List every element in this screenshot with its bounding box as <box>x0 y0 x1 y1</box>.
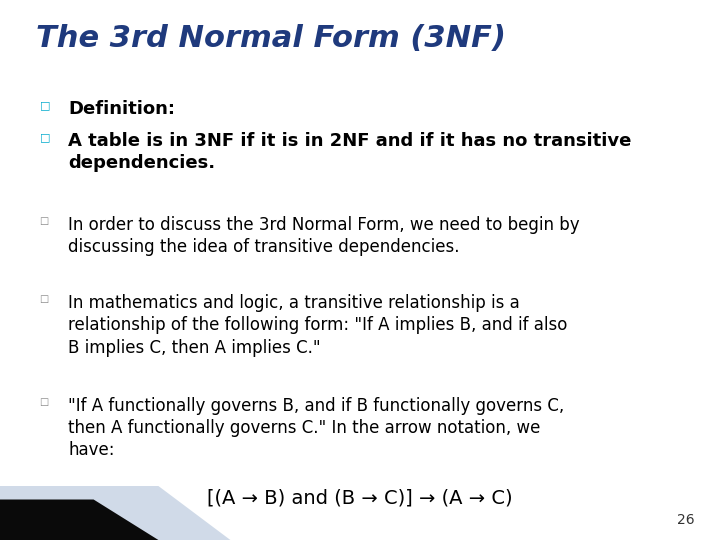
Text: □: □ <box>40 132 50 143</box>
Polygon shape <box>0 500 158 540</box>
Text: □: □ <box>40 294 49 305</box>
Text: □: □ <box>40 397 49 407</box>
Text: □: □ <box>40 100 50 110</box>
Text: "If A functionally governs B, and if B functionally governs C,
then A functional: "If A functionally governs B, and if B f… <box>68 397 564 460</box>
Polygon shape <box>0 486 230 540</box>
Text: The 3rd Normal Form (3NF): The 3rd Normal Form (3NF) <box>36 24 506 53</box>
Text: In mathematics and logic, a transitive relationship is a
relationship of the fol: In mathematics and logic, a transitive r… <box>68 294 568 357</box>
Text: A table is in 3NF if it is in 2NF and if it has no transitive
dependencies.: A table is in 3NF if it is in 2NF and if… <box>68 132 631 172</box>
Text: 26: 26 <box>678 512 695 526</box>
Text: [(A → B) and (B → C)] → (A → C): [(A → B) and (B → C)] → (A → C) <box>207 489 513 508</box>
Text: In order to discuss the 3rd Normal Form, we need to begin by
discussing the idea: In order to discuss the 3rd Normal Form,… <box>68 216 580 256</box>
Text: □: □ <box>40 216 49 226</box>
Text: Definition:: Definition: <box>68 100 176 118</box>
